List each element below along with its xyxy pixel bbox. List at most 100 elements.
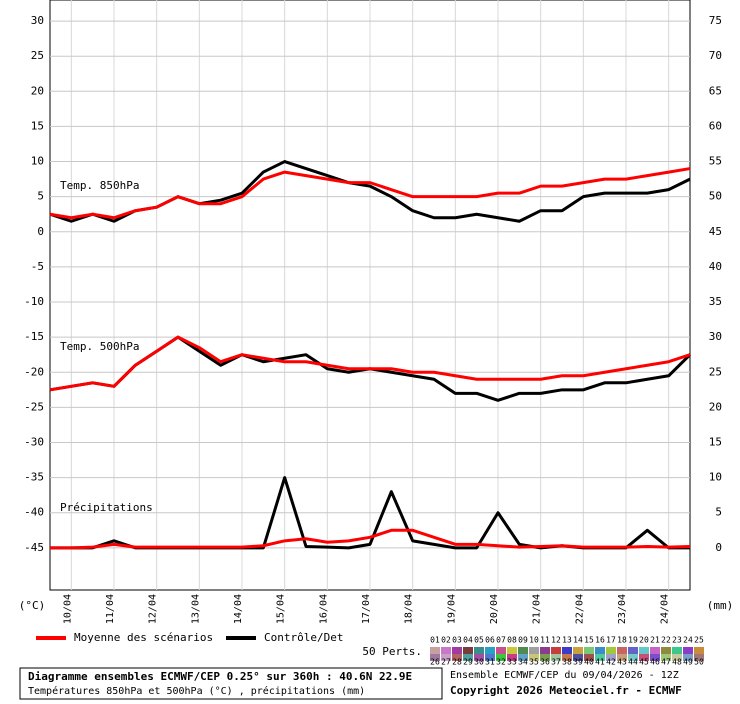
x-tick-label: 11/04: [105, 594, 116, 624]
pert-label: 10: [529, 636, 539, 645]
pert-label: 07: [496, 636, 506, 645]
pert-label: 41: [595, 658, 605, 667]
y-tick-label: -5: [31, 260, 44, 273]
pert-label: 48: [672, 658, 682, 667]
pert-swatch: [639, 647, 649, 654]
footer-title: Diagramme ensembles ECMWF/CEP 0.25° sur …: [28, 670, 412, 683]
pert-swatch: [474, 647, 484, 654]
pert-swatch: [441, 654, 451, 661]
pert-label: 14: [573, 636, 583, 645]
pert-label: 42: [606, 658, 616, 667]
pert-swatch: [639, 654, 649, 661]
pert-swatch: [650, 654, 660, 661]
legend-label: Moyenne des scénarios: [74, 631, 213, 644]
pert-swatch: [628, 654, 638, 661]
pert-label: 17: [606, 636, 616, 645]
pert-label: 13: [562, 636, 572, 645]
pert-swatch: [551, 654, 561, 661]
perts-title: 50 Perts.: [362, 645, 422, 658]
x-tick-label: 14/04: [233, 594, 244, 624]
copyright: Copyright 2026 Meteociel.fr - ECMWF: [450, 684, 682, 697]
pert-label: 09: [518, 636, 528, 645]
y-tick-label: -20: [24, 365, 44, 378]
pert-swatch: [507, 654, 517, 661]
pert-label: 33: [507, 658, 517, 667]
panel-label: Précipitations: [60, 501, 153, 514]
panel-label: Temp. 500hPa: [60, 340, 139, 353]
y2-tick-label: 0: [715, 541, 722, 554]
pert-swatch: [540, 654, 550, 661]
y2-tick-label: 25: [709, 365, 722, 378]
y-tick-label: -15: [24, 330, 44, 343]
pert-label: 31: [485, 658, 495, 667]
y2-tick-label: 75: [709, 14, 722, 27]
pert-swatch: [496, 647, 506, 654]
series-line: [49, 335, 691, 392]
x-tick-label: 21/04: [532, 594, 543, 624]
pert-label: 32: [496, 658, 506, 667]
legend-label: Contrôle/Det: [264, 631, 343, 644]
pert-swatch: [606, 654, 616, 661]
pert-label: 25: [694, 636, 704, 645]
pert-swatch: [430, 647, 440, 654]
y2-tick-label: 55: [709, 155, 722, 168]
pert-swatch: [529, 654, 539, 661]
pert-label: 11: [540, 636, 550, 645]
pert-label: 16: [595, 636, 605, 645]
y-tick-label: 10: [31, 155, 44, 168]
pert-swatch: [584, 654, 594, 661]
pert-label: 49: [683, 658, 693, 667]
pert-swatch: [573, 647, 583, 654]
y2-tick-label: 60: [709, 119, 722, 132]
pert-swatch: [463, 654, 473, 661]
pert-label: 46: [650, 658, 660, 667]
y-tick-label: -35: [24, 471, 44, 484]
y-tick-label: 0: [37, 225, 44, 238]
pert-swatch: [683, 654, 693, 661]
pert-label: 20: [639, 636, 649, 645]
y2-tick-label: 10: [709, 471, 722, 484]
pert-swatch: [529, 647, 539, 654]
pert-label: 50: [694, 658, 704, 667]
y-tick-label: 15: [31, 119, 44, 132]
y-tick-label: -45: [24, 541, 44, 554]
x-tick-label: 12/04: [148, 594, 159, 624]
pert-swatch: [694, 647, 704, 654]
pert-swatch: [595, 647, 605, 654]
pert-swatch: [650, 647, 660, 654]
pert-label: 43: [617, 658, 627, 667]
pert-swatch: [452, 647, 462, 654]
x-tick-label: 19/04: [446, 594, 457, 624]
pert-swatch: [628, 647, 638, 654]
pert-label: 04: [463, 636, 473, 645]
pert-swatch: [606, 647, 616, 654]
pert-swatch: [562, 654, 572, 661]
pert-label: 36: [540, 658, 550, 667]
y2-tick-label: 30: [709, 330, 722, 343]
pert-swatch: [518, 654, 528, 661]
pert-swatch: [474, 654, 484, 661]
pert-swatch: [672, 654, 682, 661]
pert-swatch: [617, 647, 627, 654]
y2-tick-label: 50: [709, 190, 722, 203]
pert-label: 37: [551, 658, 561, 667]
y2-tick-label: 70: [709, 49, 722, 62]
x-tick-label: 18/04: [404, 594, 415, 624]
pert-swatch: [672, 647, 682, 654]
pert-label: 06: [485, 636, 495, 645]
pert-swatch: [507, 647, 517, 654]
pert-swatch: [496, 654, 506, 661]
pert-label: 47: [661, 658, 671, 667]
pert-swatch: [452, 654, 462, 661]
pert-label: 12: [551, 636, 561, 645]
pert-swatch: [463, 647, 473, 654]
y-tick-label: -25: [24, 400, 44, 413]
pert-swatch: [485, 654, 495, 661]
x-tick-label: 15/04: [276, 594, 287, 624]
x-tick-label: 20/04: [489, 594, 500, 624]
pert-label: 08: [507, 636, 517, 645]
y2-tick-label: 15: [709, 436, 722, 449]
x-tick-label: 24/04: [660, 594, 671, 624]
pert-swatch: [617, 654, 627, 661]
pert-swatch: [485, 647, 495, 654]
